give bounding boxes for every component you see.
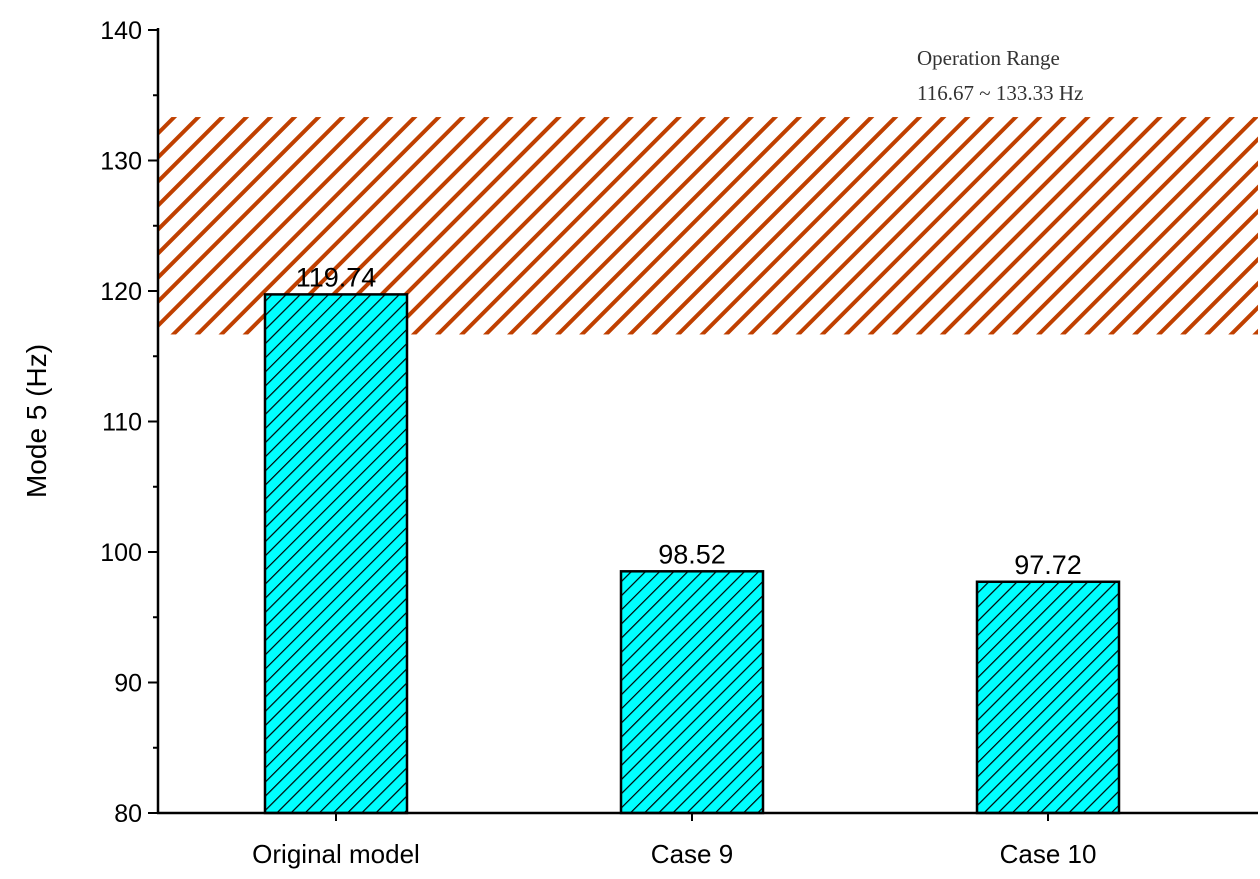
y-tick-label-100: 100 (100, 539, 142, 567)
bar-0 (263, 293, 409, 815)
y-tick-label-110: 110 (102, 409, 142, 437)
y-tick-label-120: 120 (100, 278, 142, 306)
data-label-1: 98.52 (658, 539, 726, 569)
range-annotation-line-2: 116.67 ~ 133.33 Hz (917, 81, 1083, 105)
data-label-2: 97.72 (1014, 550, 1082, 580)
y-axis-label: Mode 5 (Hz) (21, 344, 52, 498)
y-tick-label-80: 80 (114, 800, 142, 828)
x-tick-label-0: Original model (252, 839, 420, 869)
bar-1 (619, 570, 765, 815)
y-tick-label-130: 130 (100, 148, 142, 176)
x-tick-label-2: Case 10 (1000, 839, 1097, 869)
y-tick-label-90: 90 (114, 670, 142, 698)
bar-2 (975, 580, 1121, 815)
data-label-0: 119.74 (296, 262, 377, 292)
x-tick-label-1: Case 9 (651, 839, 733, 869)
y-tick-label-140: 140 (100, 17, 142, 45)
range-annotation-line-1: Operation Range (917, 46, 1060, 70)
